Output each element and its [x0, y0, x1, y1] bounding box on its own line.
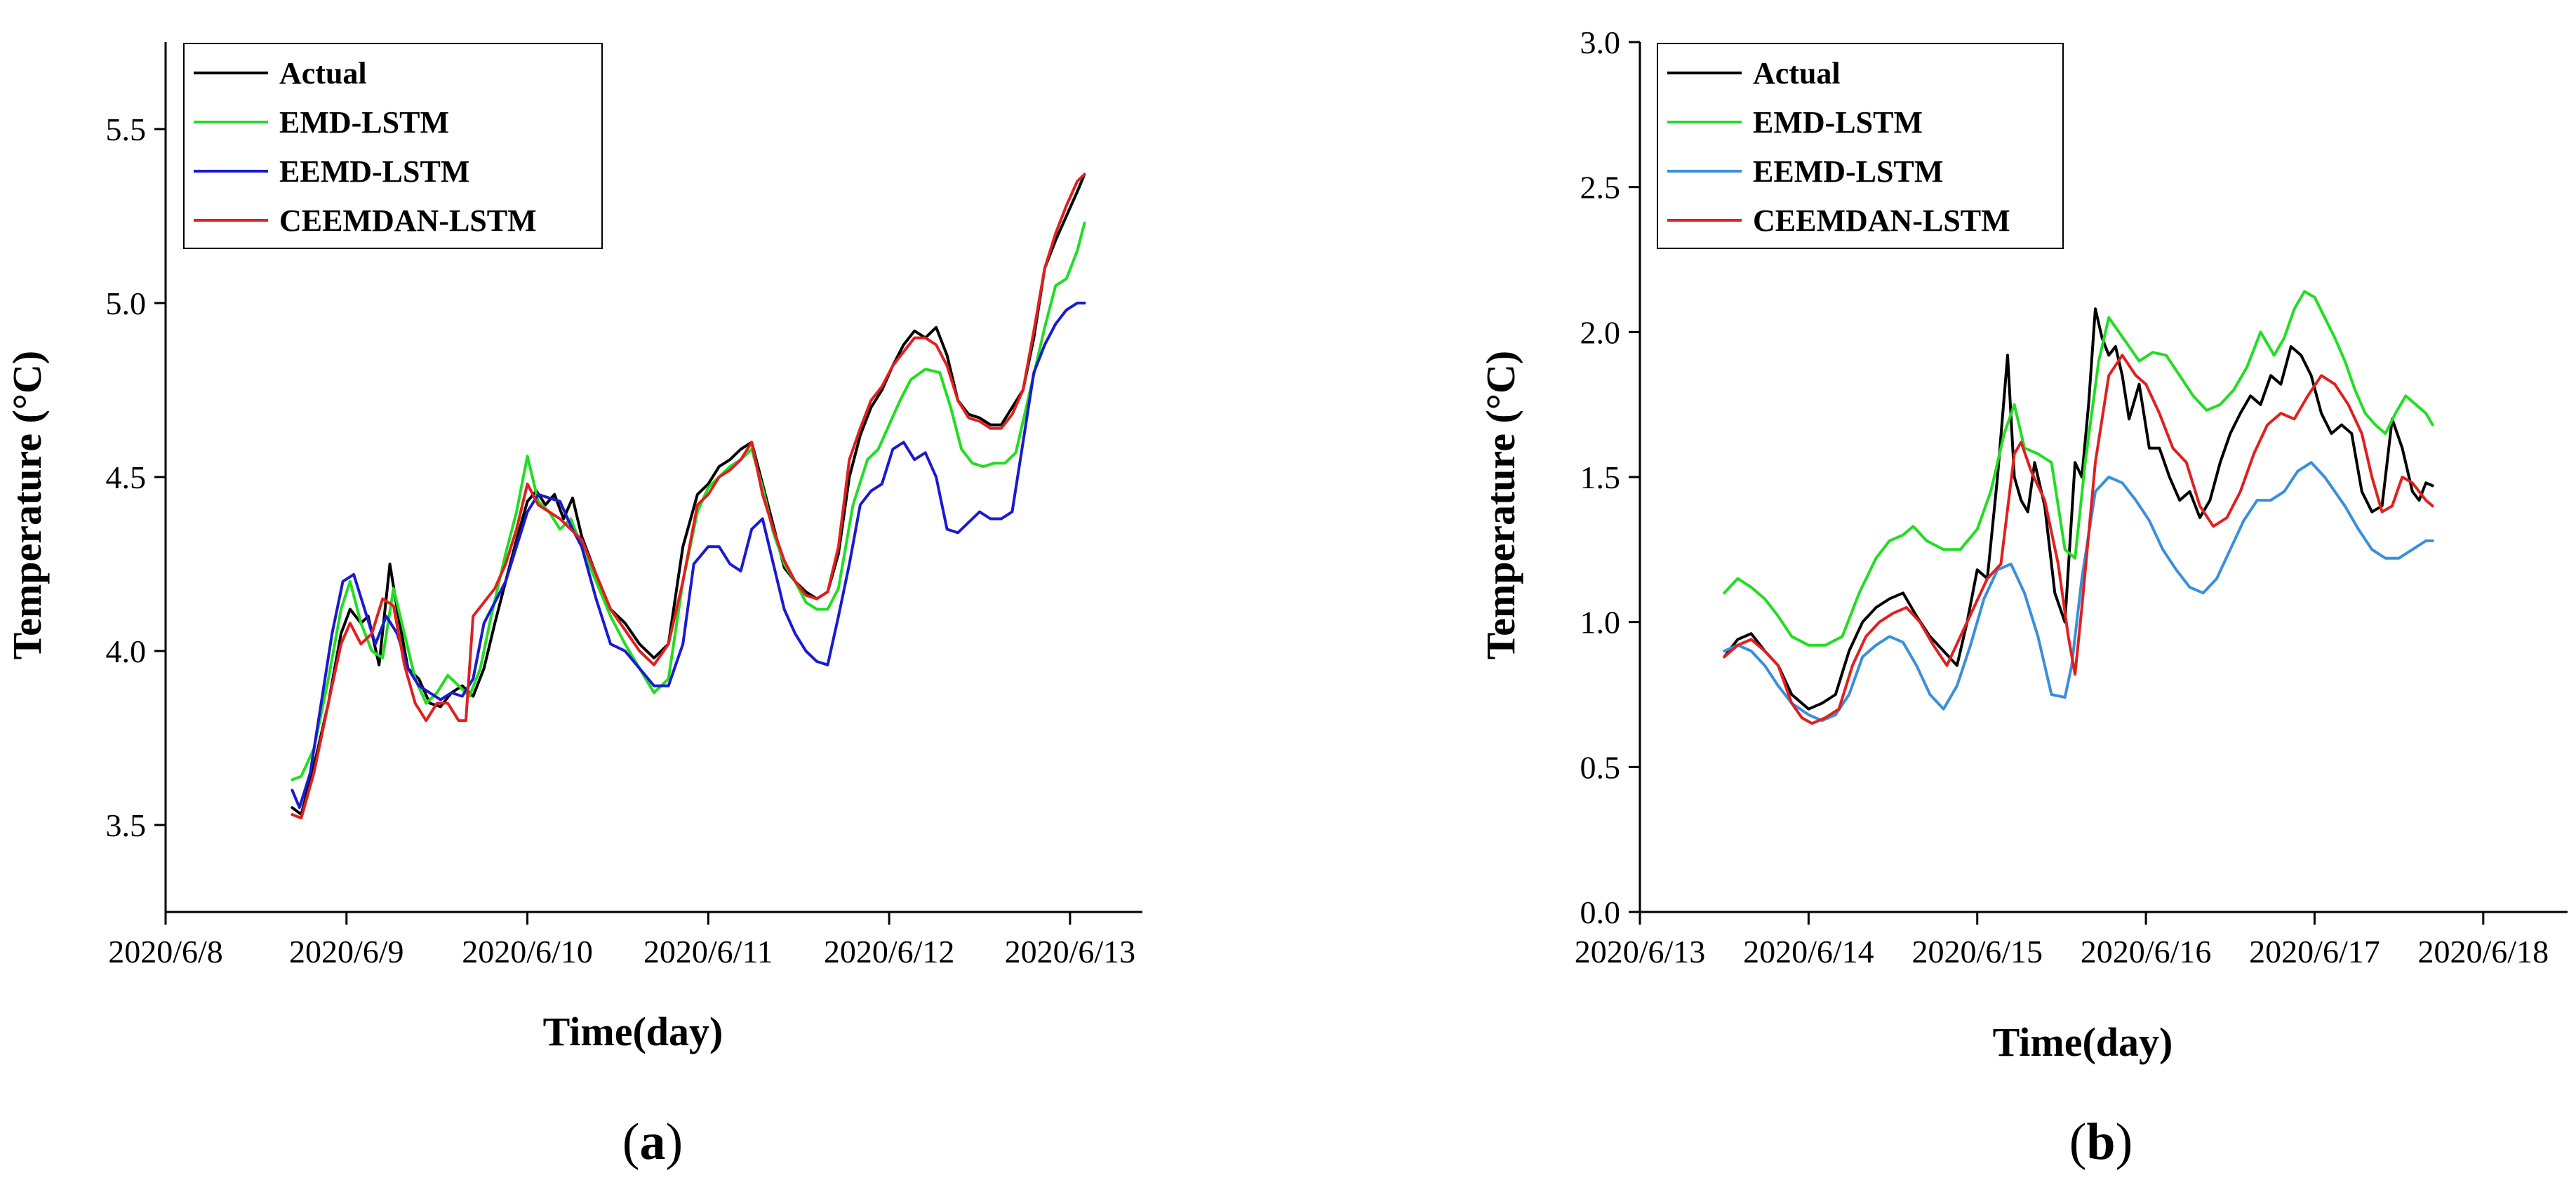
x-tick-label: 2020/6/13: [1005, 934, 1136, 969]
x-tick-label: 2020/6/15: [1911, 934, 2043, 969]
panel-label-letter: a: [640, 1113, 666, 1171]
x-tick-label: 2020/6/14: [1743, 934, 1874, 969]
series-line-emd-lstm: [291, 221, 1086, 781]
legend-label: EMD-LSTM: [1753, 105, 1923, 140]
y-axis-title: Temperature (°C): [4, 351, 50, 659]
y-tick-label: 3.0: [1580, 25, 1621, 60]
legend-label: EEMD-LSTM: [1753, 154, 1943, 189]
y-tick-label: 4.0: [106, 633, 147, 669]
panel-a-chart: 3.5 4.0 4.5 5.0 5.5 2020/6/8 2020/6/9 2020/6/10…: [4, 42, 1142, 1171]
panel-label-open: (: [622, 1113, 640, 1171]
x-tick-label: 2020/6/9: [289, 934, 404, 969]
y-tick-label: 4.5: [106, 459, 147, 495]
series-line-ceemdan-lstm: [291, 173, 1086, 820]
panel-label-letter: b: [2086, 1113, 2115, 1171]
series-line-emd-lstm: [1723, 290, 2434, 647]
y-tick-label: 1.5: [1580, 459, 1621, 495]
x-axis-title: Time(day): [1993, 1019, 2173, 1065]
series-line-eemd-lstm: [1723, 461, 2434, 723]
y-tick-label: 1.0: [1580, 605, 1621, 640]
y-tick-label: 0.5: [1580, 749, 1621, 785]
x-tick-label: 2020/6/12: [824, 934, 955, 969]
x-tick-label: 2020/6/17: [2249, 934, 2380, 969]
y-tick-label: 3.5: [106, 807, 147, 843]
y-tick-label: 5.0: [106, 286, 147, 321]
legend-box: [1657, 43, 2064, 249]
x-tick-label: 2020/6/18: [2418, 934, 2549, 969]
panel-label: (b): [2069, 1113, 2133, 1171]
panel-label: (a): [622, 1113, 683, 1171]
x-tick-label: 2020/6/13: [1575, 934, 1706, 969]
legend-label: CEEMDAN-LSTM: [279, 203, 537, 238]
legend: Actual EMD-LSTM EEMD-LSTM CEEMDAN-LSTM: [183, 43, 603, 249]
panel-label-close: ): [666, 1113, 683, 1171]
legend-box: [183, 43, 603, 249]
y-tick-label: 5.5: [106, 112, 147, 147]
y-tick-label: 2.0: [1580, 314, 1621, 350]
series-line-eemd-lstm: [291, 302, 1086, 810]
y-axis-title: Temperature (°C): [1478, 351, 1523, 659]
legend-label: Actual: [1753, 56, 1841, 90]
y-tick-label: 0.0: [1580, 894, 1621, 930]
legend: Actual EMD-LSTM EEMD-LSTM CEEMDAN-LSTM: [1657, 43, 2064, 249]
legend-label: CEEMDAN-LSTM: [1753, 203, 2010, 238]
x-tick-label: 2020/6/8: [108, 934, 223, 969]
x-tick-label: 2020/6/16: [2081, 934, 2212, 969]
x-axis-title: Time(day): [543, 1009, 723, 1054]
legend-label: EMD-LSTM: [279, 105, 449, 140]
y-tick-label: 2.5: [1580, 170, 1621, 206]
series-line-actual: [291, 173, 1086, 817]
legend-label: EEMD-LSTM: [279, 154, 469, 189]
series-line-actual: [1723, 307, 2434, 711]
panel-label-open: (: [2069, 1113, 2087, 1171]
panel-label-close: ): [2116, 1113, 2133, 1171]
x-tick-label: 2020/6/11: [643, 934, 773, 969]
panel-b-chart: 0.0 0.5 1.0 1.5 2.0 2.5 3.0 2020/6/13 2020/6/14 2…: [1478, 25, 2568, 1171]
legend-label: Actual: [279, 56, 367, 90]
series-line-ceemdan-lstm: [1723, 354, 2434, 725]
x-tick-label: 2020/6/10: [462, 934, 593, 969]
